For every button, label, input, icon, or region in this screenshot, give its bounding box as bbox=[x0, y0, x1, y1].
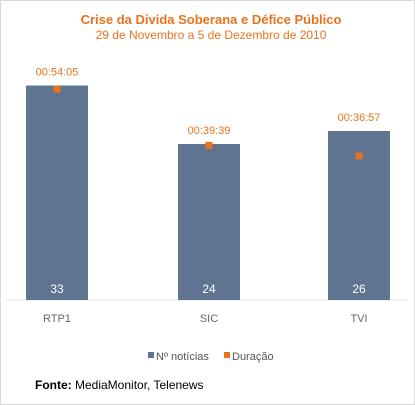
legend: Nº notícias Duração bbox=[148, 351, 274, 363]
bar-count-label-tvi: 26 bbox=[352, 282, 366, 296]
bar-count-label-rtp1: 33 bbox=[50, 282, 64, 296]
bars-layer: 33 00:54:05 RTP1 24 00:39:39 SIC 26 00:36:57 TVI bbox=[26, 67, 390, 325]
category-label-tvi: TVI bbox=[350, 313, 367, 325]
source-label: Fonte: bbox=[35, 378, 72, 392]
chart-title: Crise da Divida Soberana e Défice Públic… bbox=[81, 12, 342, 27]
duration-marker-rtp1 bbox=[53, 85, 61, 93]
bar-rtp1 bbox=[26, 85, 88, 300]
category-label-sic: SIC bbox=[200, 313, 218, 325]
duration-label-sic: 00:39:39 bbox=[188, 125, 231, 137]
duration-label-tvi: 00:36:57 bbox=[338, 112, 381, 124]
category-label-rtp1: RTP1 bbox=[43, 313, 71, 325]
source-text: MediaMonitor, Telenews bbox=[75, 378, 204, 392]
legend-item-duration-label: Duração bbox=[232, 351, 274, 363]
duration-marker-sic bbox=[205, 141, 213, 149]
bar-count-label-sic: 24 bbox=[202, 282, 216, 296]
legend-item-news-count-label: Nº notícias bbox=[156, 351, 209, 363]
chart-subtitle: 29 de Novembro a 5 de Dezembro de 2010 bbox=[96, 28, 327, 42]
bar-sic bbox=[178, 144, 240, 300]
duration-label-rtp1: 00:54:05 bbox=[36, 67, 79, 79]
source-note: Fonte: MediaMonitor, Telenews bbox=[35, 378, 204, 392]
legend-item-news-count-swatch bbox=[148, 352, 154, 358]
legend-item-duration-swatch bbox=[224, 352, 230, 358]
duration-marker-tvi bbox=[355, 152, 363, 160]
